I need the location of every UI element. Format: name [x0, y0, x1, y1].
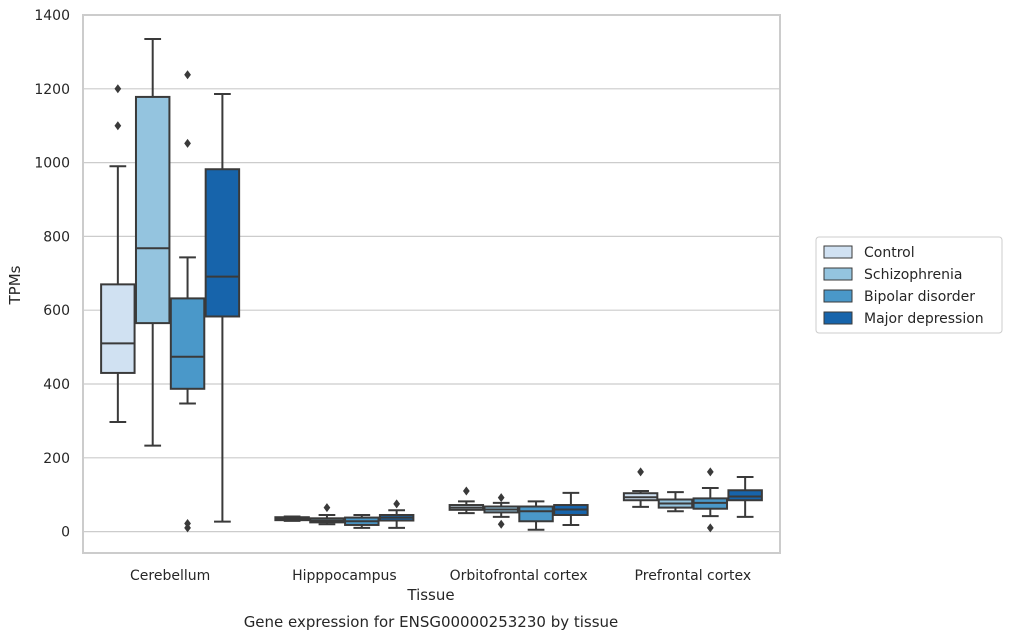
outlier-point — [114, 84, 122, 94]
y-tick-label: 1000 — [34, 156, 70, 172]
outlier-point — [497, 493, 505, 503]
outlier-point — [462, 486, 470, 496]
box — [553, 491, 589, 526]
legend-label: Bipolar disorder — [864, 289, 975, 305]
chart-caption: Gene expression for ENSG00000253230 by t… — [244, 613, 619, 631]
box-body — [100, 283, 136, 374]
box — [169, 70, 206, 533]
outlier-point — [637, 467, 644, 477]
y-axis-ticks: 0 200 400 600 800 1000 1200 1400 — [34, 8, 70, 541]
legend-swatch — [823, 311, 853, 325]
box — [309, 503, 345, 526]
y-tick-label: 1200 — [34, 82, 70, 98]
x-axis-ticks: Cerebellum Hipppocampus Orbitofrontal cort… — [130, 568, 751, 584]
box-body — [518, 505, 554, 523]
box-body — [134, 95, 171, 325]
box — [622, 467, 659, 508]
legend-swatch — [823, 245, 853, 259]
outlier-point — [114, 121, 122, 131]
box-body — [204, 168, 241, 318]
x-tick-label: Cerebellum — [130, 568, 210, 584]
outlier-point — [323, 503, 331, 513]
legend-swatch — [823, 267, 853, 281]
outlier-point — [184, 518, 191, 528]
outlier-point — [184, 70, 191, 80]
x-tick-label: Hipppocampus — [292, 568, 397, 584]
outlier-point — [393, 499, 401, 509]
x-tick-label: Prefrontal cortex — [635, 568, 752, 584]
outlier-point — [706, 467, 714, 477]
box — [692, 467, 729, 533]
y-tick-label: 800 — [43, 229, 70, 245]
y-axis-label: TPMs — [6, 265, 24, 305]
box — [344, 513, 380, 529]
box — [134, 37, 171, 447]
box — [274, 515, 310, 522]
box-groups — [100, 37, 763, 533]
outlier-point — [184, 138, 191, 148]
x-tick-label: Orbitofrontal cortex — [450, 568, 588, 584]
legend-label: Control — [864, 245, 915, 261]
box — [657, 491, 694, 513]
box — [378, 499, 415, 529]
legend-frame — [815, 236, 1003, 334]
legend: Control Schizophrenia Bipolar disorder Majo… — [815, 236, 1003, 334]
y-tick-label: 600 — [43, 303, 70, 319]
legend-label: Schizophrenia — [864, 267, 962, 283]
plot-frame — [82, 14, 781, 554]
box — [100, 84, 136, 424]
box — [518, 500, 554, 531]
box — [448, 486, 485, 515]
outlier-point — [497, 519, 505, 529]
outlier-point — [706, 523, 714, 533]
y-tick-label: 0 — [61, 525, 70, 541]
x-axis-label: Tissue — [406, 586, 454, 604]
y-tick-label: 200 — [43, 451, 70, 467]
box — [727, 475, 763, 518]
y-tick-label: 1400 — [34, 8, 70, 24]
legend-label: Major depression — [864, 311, 984, 327]
box-body — [727, 489, 763, 502]
box — [204, 92, 241, 523]
y-tick-label: 400 — [43, 377, 70, 393]
box-body — [169, 297, 206, 390]
legend-swatch — [823, 289, 853, 303]
box — [483, 493, 519, 529]
